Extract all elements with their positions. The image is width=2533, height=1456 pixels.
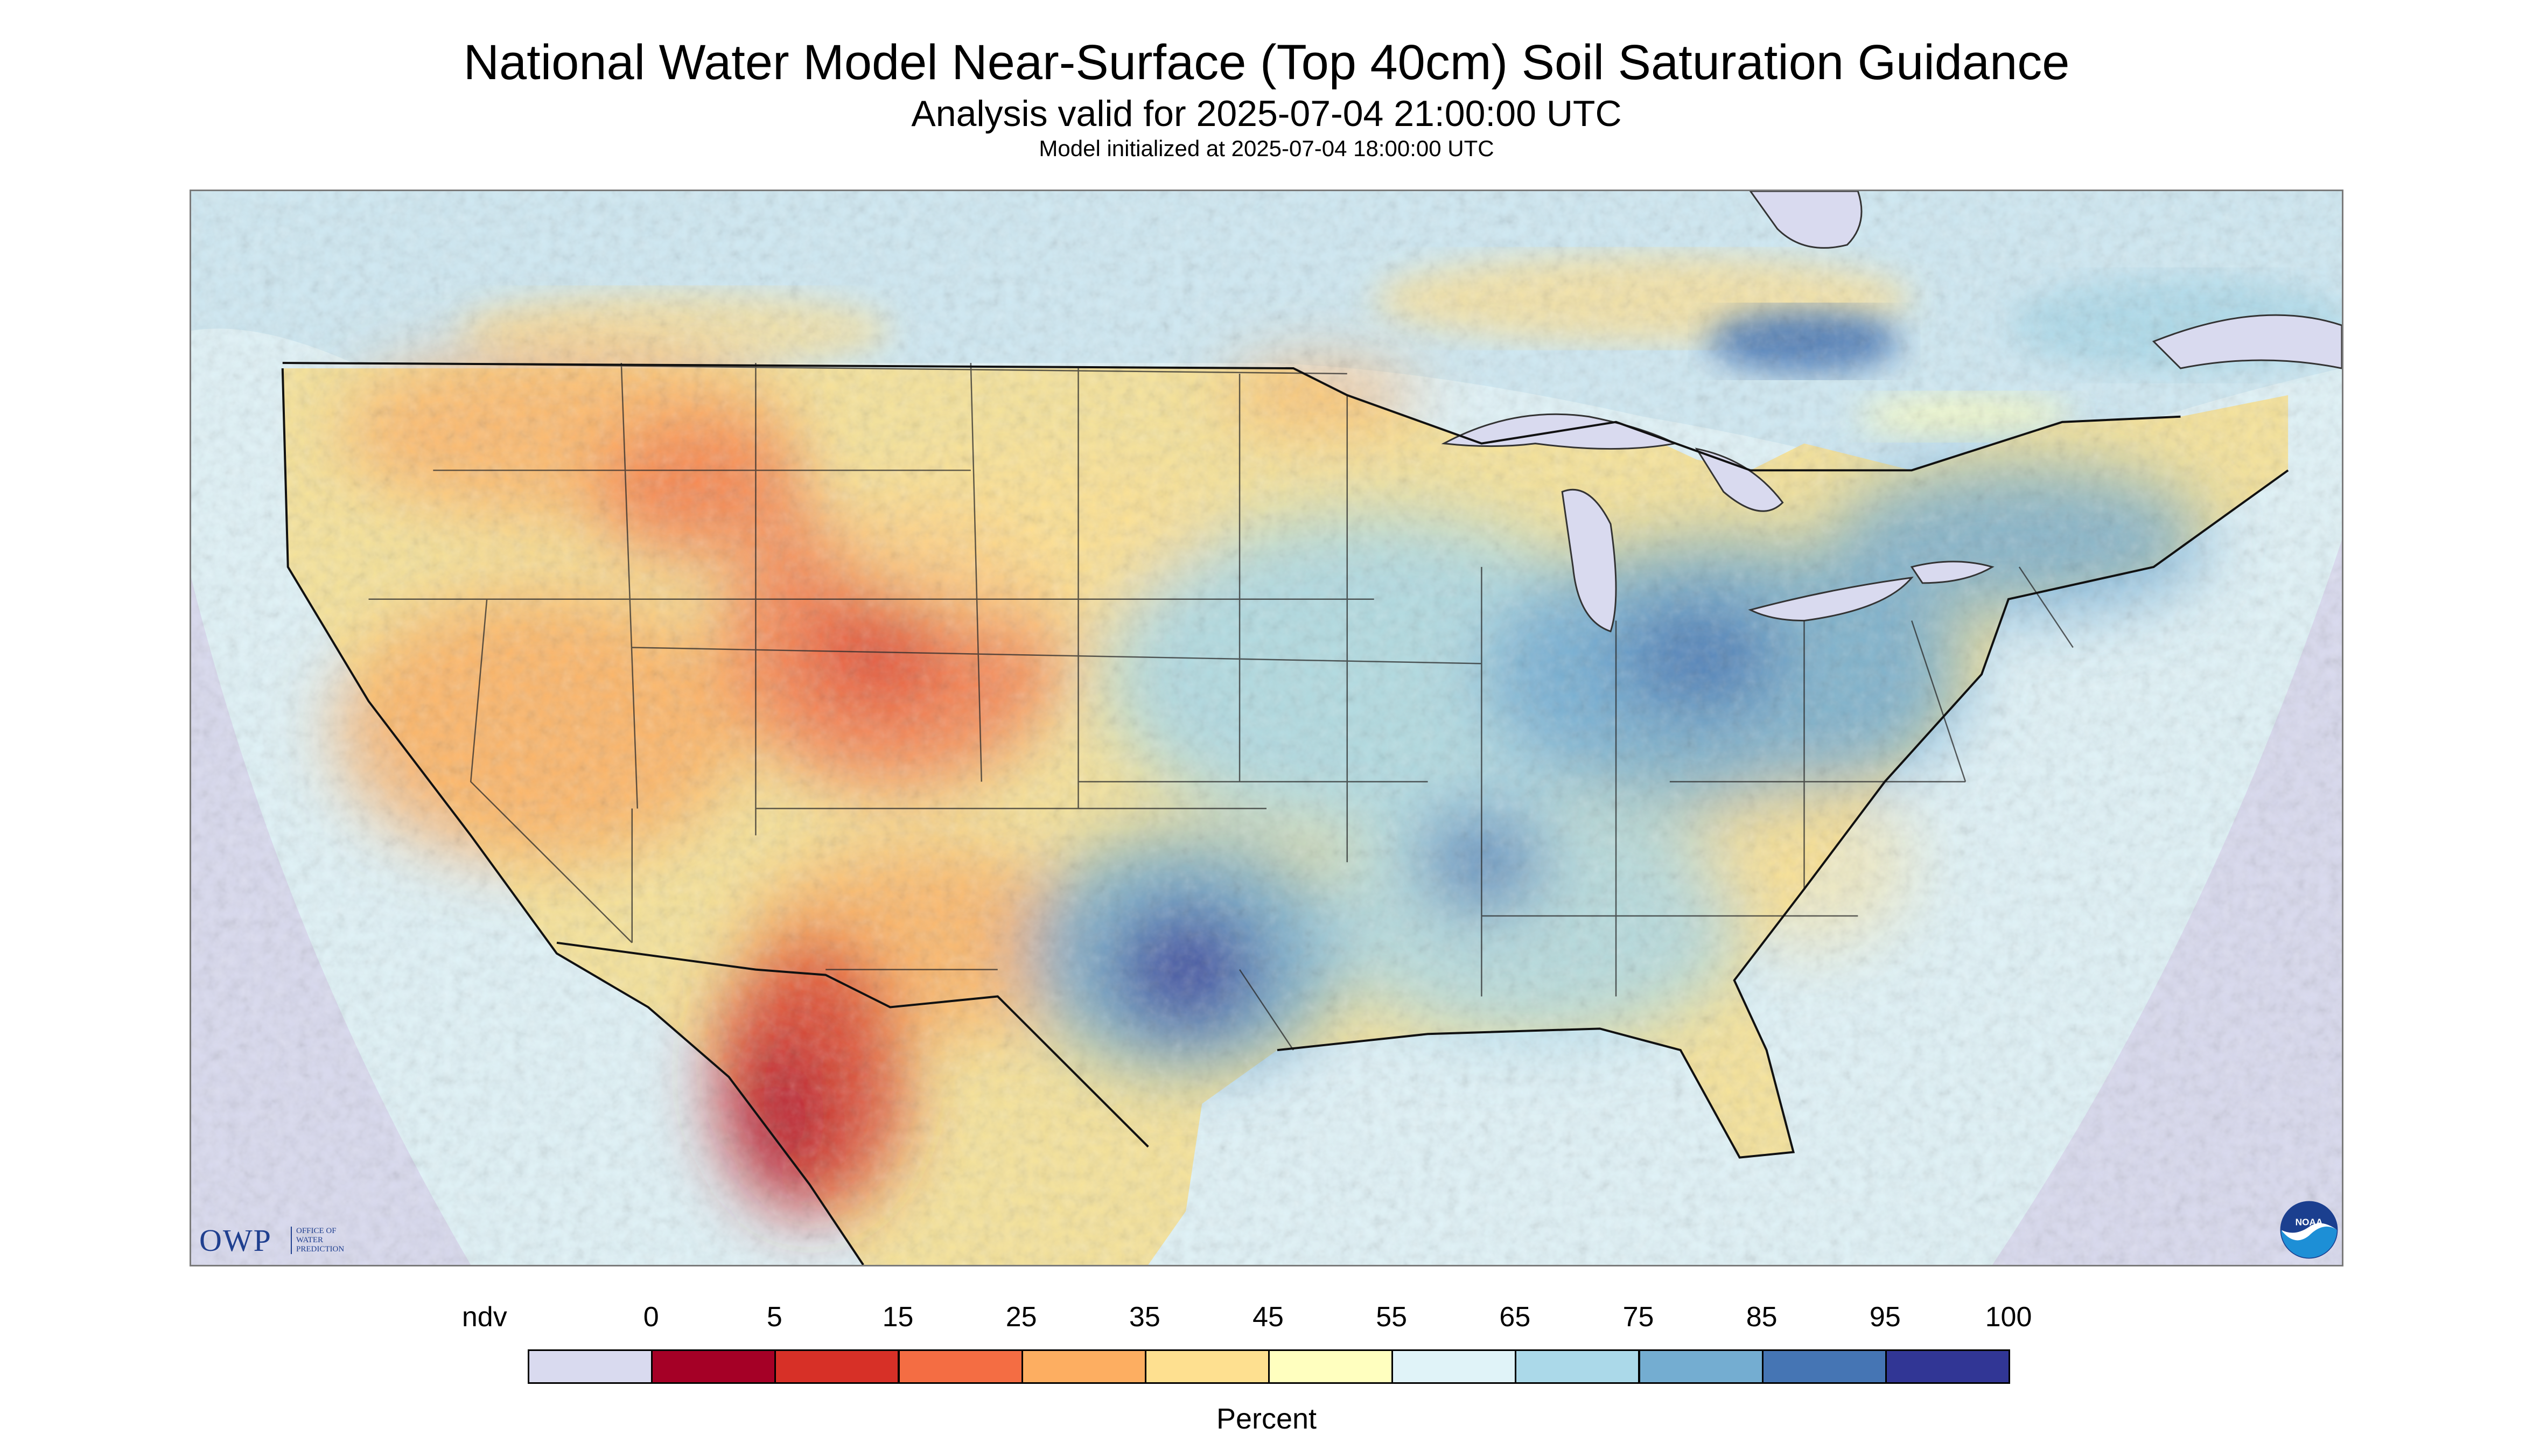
colorbar-swatch (651, 1349, 776, 1384)
colorbar-tick-label: 95 (1869, 1301, 1901, 1333)
colorbar-tick-label: 55 (1376, 1301, 1408, 1333)
colorbar-tick-label: 85 (1746, 1301, 1778, 1333)
map-panel (190, 190, 2343, 1266)
colorbar-swatch (1885, 1349, 2010, 1384)
colorbar-swatch (1515, 1349, 1640, 1384)
colorbar-swatch (774, 1349, 900, 1384)
colorbar-label: Percent (1216, 1403, 1317, 1435)
colorbar-tick-label: 45 (1252, 1301, 1284, 1333)
colorbar-swatch (1268, 1349, 1394, 1384)
colorbar-swatch (1144, 1349, 1270, 1384)
soil-saturation-map (191, 191, 2342, 1265)
coastline (281, 368, 2289, 1265)
colorbar-swatch (898, 1349, 1023, 1384)
colorbar-swatch (1638, 1349, 1764, 1384)
colorbar-tick-label: 65 (1499, 1301, 1531, 1333)
colorbar (528, 1349, 2010, 1384)
colorbar-tick-label: 100 (1985, 1301, 2032, 1333)
noaa-logo: NOAA (2280, 1201, 2338, 1259)
noaa-logo-text: NOAA (2296, 1216, 2323, 1227)
map-title: National Water Model Near-Surface (Top 4… (463, 35, 2070, 90)
colorbar-tick-label: 15 (882, 1301, 914, 1333)
international-borders (282, 362, 2181, 1148)
map-subtitle: Analysis valid for 2025-07-04 21:00:00 U… (911, 93, 1622, 134)
owp-logo: OWP OFFICE OF WATER PREDICTION (199, 1223, 377, 1258)
colorbar-tick-label: ndv (461, 1301, 507, 1333)
colorbar-tick-label: 25 (1005, 1301, 1037, 1333)
model-init-line: Model initialized at 2025-07-04 18:00:00… (1039, 136, 1494, 161)
texture-overlay (191, 191, 2342, 1265)
colorbar-swatch (528, 1349, 653, 1384)
owp-logo-text: OWP (199, 1223, 272, 1258)
colorbar-swatch (1021, 1349, 1146, 1384)
colorbar-swatch (1761, 1349, 1887, 1384)
colorbar-swatch (1391, 1349, 1517, 1384)
colorbar-tick-label: 0 (643, 1301, 659, 1333)
colorbar-tick-label: 5 (766, 1301, 782, 1333)
colorbar-tick-label: 35 (1129, 1301, 1160, 1333)
colorbar-tick-label: 75 (1622, 1301, 1654, 1333)
owp-logo-subtext: OFFICE OF WATER PREDICTION (291, 1227, 377, 1254)
